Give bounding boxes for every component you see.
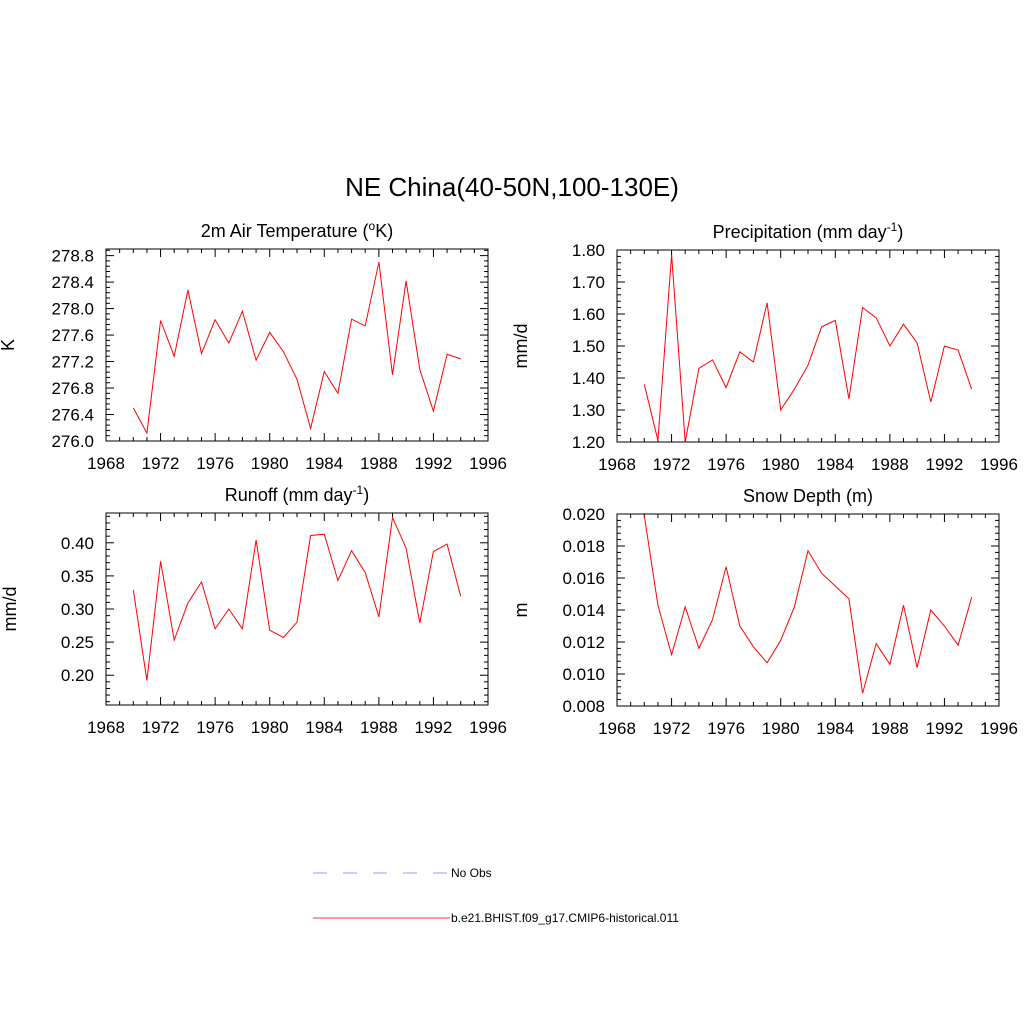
x-tick-label: 1980 xyxy=(251,718,289,737)
plot-frame xyxy=(105,248,489,442)
x-tick-label: 1980 xyxy=(251,454,289,473)
y-tick-label: 0.018 xyxy=(562,537,605,556)
x-tick-label: 1968 xyxy=(598,455,636,474)
x-tick-label: 1984 xyxy=(816,455,854,474)
y-tick-label: 0.30 xyxy=(61,600,94,619)
x-tick-label: 1984 xyxy=(305,454,343,473)
y-tick-label: 0.40 xyxy=(61,534,94,553)
series-line-1 xyxy=(132,262,461,435)
y-tick-label: 0.014 xyxy=(562,601,605,620)
x-tick-label: 1972 xyxy=(142,454,180,473)
y-tick-label: 1.60 xyxy=(572,305,605,324)
y-axis-label: K xyxy=(0,339,18,351)
series-line-1 xyxy=(643,515,973,694)
chart-panel-3: Runoff (mm day-1) mm/d 1968 1972 1976 1980 198… xyxy=(0,483,507,737)
x-tick-label: 1972 xyxy=(653,719,691,738)
chart-panel-4: Snow Depth (m) m 1968 1972 1976 1980 1984 1988 1… xyxy=(511,486,1018,738)
x-tick-label: 1980 xyxy=(762,719,800,738)
plot-frame xyxy=(616,249,1000,443)
plot-frame xyxy=(105,512,489,706)
x-tick-label: 1992 xyxy=(415,454,453,473)
y-tick-label: 1.50 xyxy=(572,337,605,356)
x-tick-label: 1976 xyxy=(196,718,234,737)
y-tick-label: 0.35 xyxy=(61,567,94,586)
x-tick-label: 1996 xyxy=(980,719,1018,738)
x-tick-label: 1992 xyxy=(415,718,453,737)
x-tick-label: 1996 xyxy=(469,718,507,737)
legend: No Obs b.e21.BHIST.f09_g17.CMIP6-historic… xyxy=(313,866,679,925)
x-tick-label: 1980 xyxy=(762,455,800,474)
chart-panel-1: 2m Air Temperature (oK) K 1968 1972 1976 1980… xyxy=(0,219,507,473)
x-tick-label: 1988 xyxy=(360,718,398,737)
y-axis-label: m xyxy=(511,603,531,618)
y-tick-label: 0.010 xyxy=(562,665,605,684)
x-tick-label: 1992 xyxy=(926,719,964,738)
y-tick-label: 1.80 xyxy=(572,241,605,260)
x-tick-label: 1968 xyxy=(87,718,125,737)
x-tick-label: 1988 xyxy=(871,455,909,474)
y-tick-label: 276.4 xyxy=(51,406,94,425)
y-tick-label: 277.2 xyxy=(51,353,94,372)
panel-title: Runoff (mm day-1) xyxy=(225,483,369,505)
x-tick-label: 1976 xyxy=(196,454,234,473)
chart-panels: 2m Air Temperature (oK) K 1968 1972 1976 1980… xyxy=(0,219,1018,738)
y-tick-label: 1.30 xyxy=(572,401,605,420)
x-tick-label: 1996 xyxy=(980,455,1018,474)
x-tick-label: 1972 xyxy=(142,718,180,737)
y-tick-label: 278.0 xyxy=(51,300,94,319)
x-tick-label: 1992 xyxy=(926,455,964,474)
y-tick-label: 276.8 xyxy=(51,379,94,398)
y-tick-label: 0.020 xyxy=(562,505,605,524)
y-axis-label: mm/d xyxy=(511,324,531,369)
x-tick-label: 1988 xyxy=(360,454,398,473)
panel-title: Snow Depth (m) xyxy=(743,486,873,506)
series-line-1 xyxy=(132,515,462,681)
panel-title: Precipitation (mm day-1) xyxy=(713,220,904,242)
chart-panel-2: Precipitation (mm day-1) mm/d 1968 1972 1976… xyxy=(511,220,1018,474)
y-axis-label: mm/d xyxy=(0,587,20,632)
y-tick-label: 0.25 xyxy=(61,633,94,652)
x-tick-label: 1976 xyxy=(707,719,745,738)
x-tick-label: 1984 xyxy=(305,718,343,737)
y-tick-label: 1.20 xyxy=(572,433,605,452)
legend-item-1: No Obs xyxy=(313,866,492,880)
y-tick-label: 0.008 xyxy=(562,697,605,716)
x-tick-label: 1972 xyxy=(653,455,691,474)
x-tick-label: 1988 xyxy=(871,719,909,738)
y-tick-label: 0.012 xyxy=(562,633,605,652)
y-tick-label: 278.4 xyxy=(51,273,94,292)
x-tick-label: 1976 xyxy=(707,455,745,474)
legend-item-2: b.e21.BHIST.f09_g17.CMIP6-historical.011 xyxy=(313,911,679,925)
y-tick-label: 276.0 xyxy=(51,432,94,451)
y-tick-label: 0.20 xyxy=(61,666,94,685)
x-tick-label: 1996 xyxy=(469,454,507,473)
y-tick-label: 0.016 xyxy=(562,569,605,588)
series-line-1 xyxy=(643,254,973,443)
panel-title: 2m Air Temperature (oK) xyxy=(201,219,393,241)
x-tick-label: 1968 xyxy=(598,719,636,738)
y-tick-label: 277.6 xyxy=(51,326,94,345)
y-tick-label: 278.8 xyxy=(51,247,94,266)
plot-frame xyxy=(616,513,1000,707)
legend-label: b.e21.BHIST.f09_g17.CMIP6-historical.011 xyxy=(451,911,679,925)
figure-title: NE China(40-50N,100-130E) xyxy=(345,172,679,202)
legend-label: No Obs xyxy=(451,866,492,880)
x-tick-label: 1968 xyxy=(87,454,125,473)
x-tick-label: 1984 xyxy=(816,719,854,738)
y-tick-label: 1.70 xyxy=(572,273,605,292)
y-tick-label: 1.40 xyxy=(572,369,605,388)
